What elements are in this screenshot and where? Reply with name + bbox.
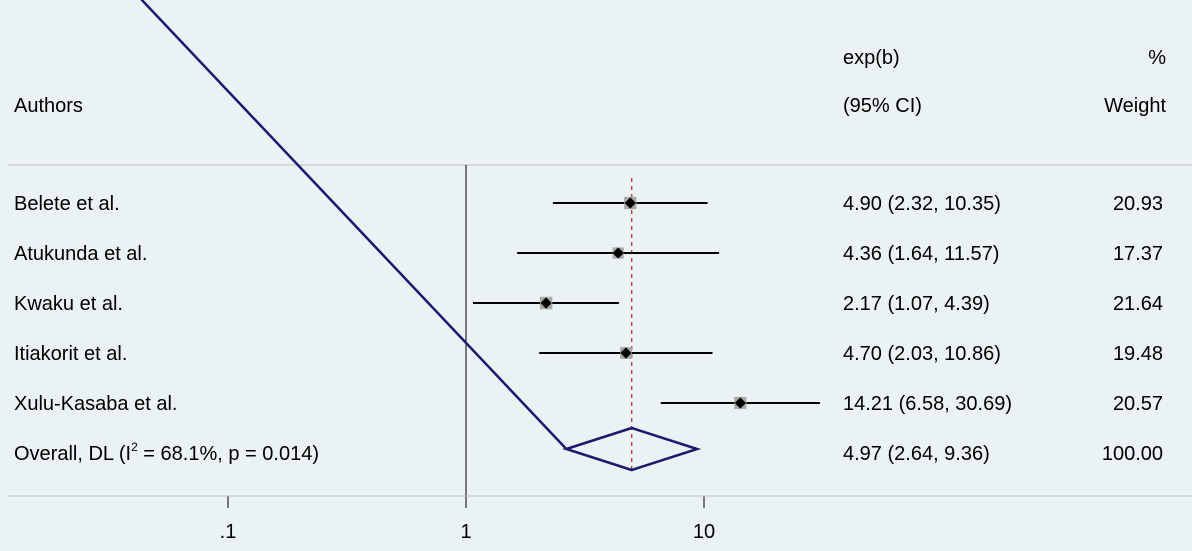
study-label: Kwaku et al. (14, 293, 123, 315)
overall-weight-text: 100.00 (1102, 443, 1163, 465)
study-label: Belete et al. (14, 193, 120, 215)
axis-tick-label: 10 (693, 521, 715, 543)
axis-tick-label: 1 (460, 521, 471, 543)
weight-percent-header: % (1148, 47, 1166, 69)
overall-ci-text: 4.97 (2.64, 9.36) (843, 443, 990, 465)
overall-label-suffix: = 68.1%, p = 0.014) (138, 443, 319, 465)
point-estimate-marker (620, 347, 632, 359)
study-weight-text: 17.37 (1113, 243, 1163, 265)
study-weight-text: 20.93 (1113, 193, 1163, 215)
study-weight-text: 21.64 (1113, 293, 1163, 315)
point-estimate-marker (734, 397, 746, 409)
diagonal-line (140, 0, 568, 450)
study-weight-text: 20.57 (1113, 393, 1163, 415)
overall-label-sup: 2 (131, 440, 138, 454)
axis-tick-label: .1 (220, 521, 237, 543)
study-weight-text: 19.48 (1113, 343, 1163, 365)
study-ci-text: 14.21 (6.58, 30.69) (843, 393, 1012, 415)
point-estimate-marker (612, 247, 624, 259)
point-estimate-marker (540, 297, 552, 309)
overall-label: Overall, DL (I2 = 68.1%, p = 0.014) (14, 440, 319, 465)
study-label: Itiakorit et al. (14, 343, 127, 365)
study-ci-text: 4.36 (1.64, 11.57) (843, 243, 999, 265)
study-ci-text: 4.90 (2.32, 10.35) (843, 193, 1001, 215)
authors-header: Authors (14, 95, 83, 117)
ci-header: (95% CI) (843, 95, 922, 117)
overall-diamond (562, 426, 702, 472)
weight-header: Weight (1104, 95, 1166, 117)
overall-label-prefix: Overall, DL (I (14, 443, 131, 465)
study-ci-text: 4.70 (2.03, 10.86) (843, 343, 1001, 365)
point-estimate-marker (624, 197, 636, 209)
estimate-header: exp(b) (843, 47, 900, 69)
study-label: Xulu-Kasaba et al. (14, 393, 177, 415)
study-ci-text: 2.17 (1.07, 4.39) (843, 293, 990, 315)
study-label: Atukunda et al. (14, 243, 147, 265)
